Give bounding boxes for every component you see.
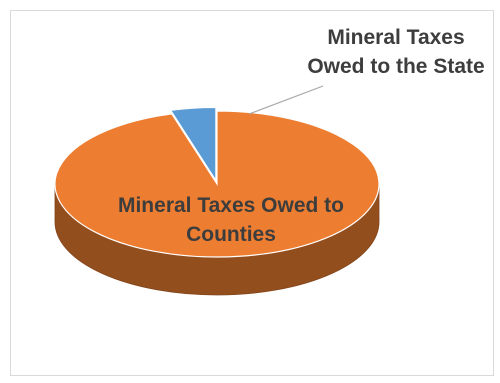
pie-tops bbox=[54, 106, 380, 258]
leader-line bbox=[248, 85, 324, 115]
chart-frame: Mineral Taxes Owed to Counties Mineral T… bbox=[10, 10, 494, 376]
pie-chart bbox=[54, 85, 380, 296]
slice-state bbox=[169, 106, 217, 183]
label-state: Mineral Taxes Owed to the State bbox=[307, 26, 485, 78]
label-counties: Mineral Taxes Owed to Counties bbox=[117, 194, 344, 246]
slice-counties bbox=[54, 110, 380, 258]
